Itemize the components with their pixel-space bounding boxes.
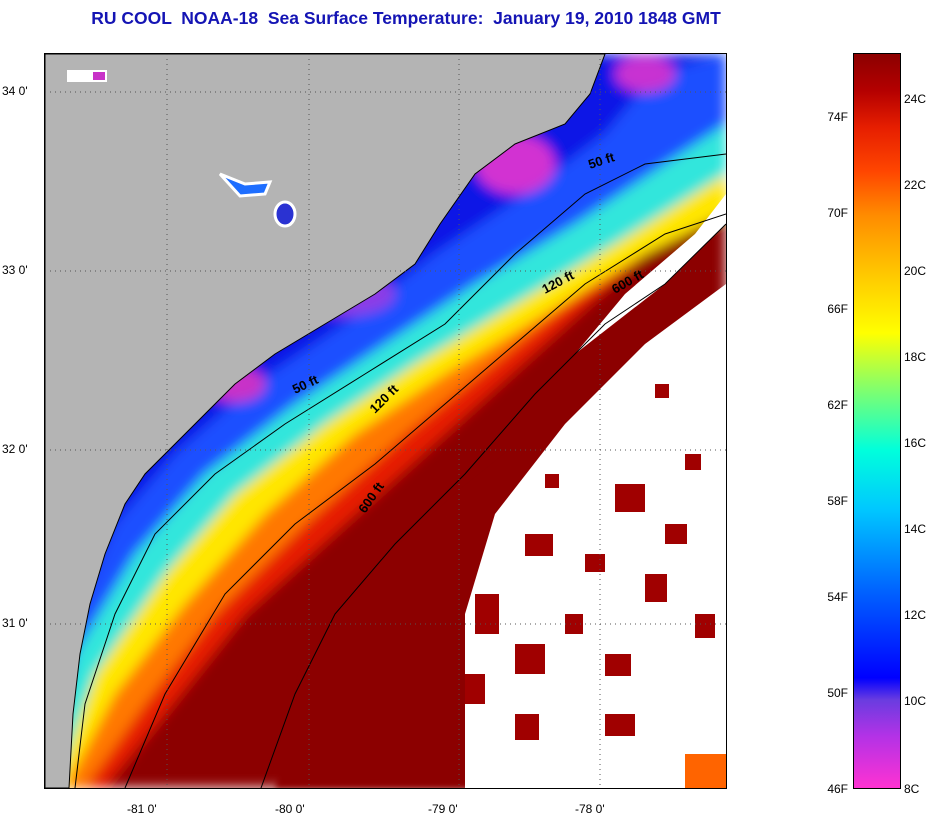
lon-label-80: -80 0' — [275, 802, 305, 816]
legend-f-54: 54F — [827, 590, 848, 604]
lon-label-81: -81 0' — [127, 802, 157, 816]
lat-label-31: 31 0' — [2, 616, 28, 630]
legend-f-74: 74F — [827, 110, 848, 124]
legend-f-58: 58F — [827, 494, 848, 508]
legend-c-22: 22C — [904, 178, 927, 192]
legend-c-20: 20C — [904, 264, 927, 278]
legend-f-46: 46F — [827, 782, 848, 796]
graticule — [45, 54, 726, 788]
legend-c-24: 24C — [904, 92, 927, 106]
legend-c-14: 14C — [904, 522, 927, 536]
lat-label-34: 34 0' — [2, 84, 28, 98]
sst-map: 50 ft 50 ft 120 ft 120 ft 600 ft 600 ft — [44, 53, 727, 789]
depth-contours — [74, 153, 726, 788]
lon-label-78: -78 0' — [575, 802, 605, 816]
legend-f-66: 66F — [827, 302, 848, 316]
lat-label-32: 32 0' — [2, 442, 28, 456]
legend-f-62: 62F — [827, 398, 848, 412]
legend-c-18: 18C — [904, 350, 927, 364]
lat-label-33: 33 0' — [2, 263, 28, 277]
legend-f-50: 50F — [827, 686, 848, 700]
legend-c-10: 10C — [904, 694, 927, 708]
sst-map-canvas: 50 ft 50 ft 120 ft 120 ft 600 ft 600 ft — [45, 54, 726, 788]
legend-c-12: 12C — [904, 608, 927, 622]
map-title: RU COOL NOAA-18 Sea Surface Temperature:… — [91, 8, 721, 28]
lon-label-79: -79 0' — [428, 802, 458, 816]
legend-c-16: 16C — [904, 436, 927, 450]
legend-f-70: 70F — [827, 206, 848, 220]
legend-c-8: 8C — [904, 782, 920, 796]
land-mass — [45, 54, 606, 788]
temperature-colorbar — [853, 53, 901, 789]
cloud-gap-pixels — [465, 384, 715, 740]
